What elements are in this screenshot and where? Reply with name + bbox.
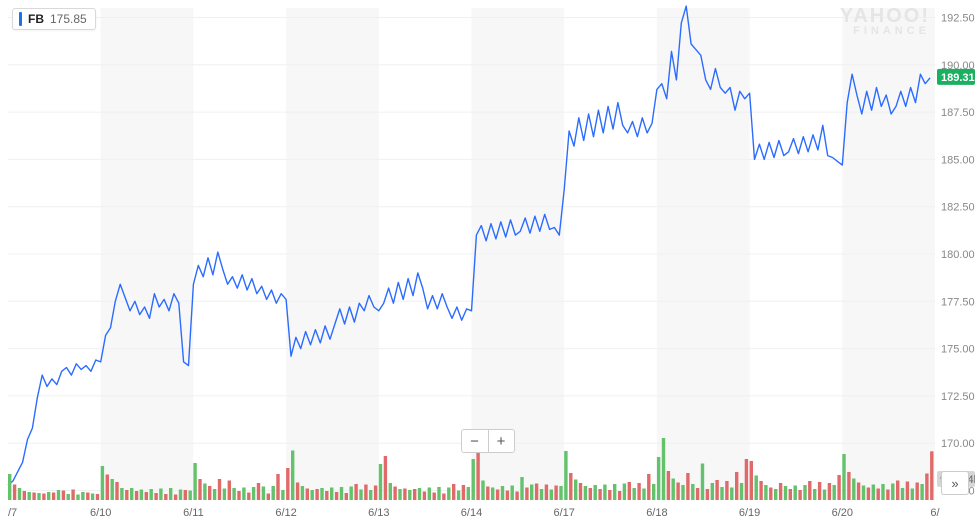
chevron-right-icon: »: [951, 476, 958, 491]
zoom-out-button[interactable]: −: [462, 430, 488, 452]
svg-text:187.50: 187.50: [941, 107, 975, 119]
svg-text:6/19: 6/19: [739, 507, 760, 519]
expand-button[interactable]: »: [941, 471, 969, 495]
ticker-price: 175.85: [50, 12, 87, 26]
svg-text:177.50: 177.50: [941, 296, 975, 308]
svg-text:6/: 6/: [930, 507, 940, 519]
svg-text:180.00: 180.00: [941, 249, 975, 261]
zoom-in-button[interactable]: +: [488, 430, 514, 452]
ticker-badge[interactable]: FB 175.85: [12, 8, 96, 30]
svg-text:175.00: 175.00: [941, 344, 975, 356]
svg-text:6/20: 6/20: [832, 507, 853, 519]
svg-text:185.00: 185.00: [941, 154, 975, 166]
svg-text:6/12: 6/12: [275, 507, 296, 519]
svg-text:6/18: 6/18: [646, 507, 667, 519]
svg-text:172.50: 172.50: [941, 391, 975, 403]
svg-text:6/11: 6/11: [183, 507, 204, 519]
stock-chart: 167.50170.00172.50175.00177.50180.00182.…: [0, 0, 975, 529]
svg-text:170.00: 170.00: [941, 438, 975, 450]
ticker-color-bar: [19, 12, 22, 26]
svg-text:6/10: 6/10: [90, 507, 111, 519]
ticker-symbol: FB: [28, 12, 44, 26]
svg-text:/7: /7: [8, 507, 17, 519]
svg-text:6/13: 6/13: [368, 507, 389, 519]
zoom-controls: − +: [461, 429, 515, 453]
svg-text:189.31: 189.31: [941, 72, 975, 84]
svg-text:6/14: 6/14: [461, 507, 482, 519]
svg-text:182.50: 182.50: [941, 202, 975, 214]
svg-text:192.50: 192.50: [941, 12, 975, 24]
svg-text:6/17: 6/17: [553, 507, 574, 519]
